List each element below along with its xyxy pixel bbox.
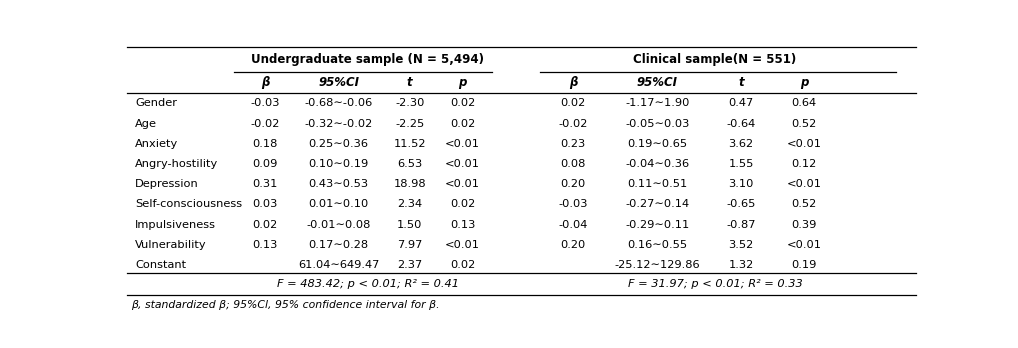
Text: Gender: Gender <box>135 98 177 108</box>
Text: <0.01: <0.01 <box>445 179 480 189</box>
Text: -1.17∼1.90: -1.17∼1.90 <box>625 98 689 108</box>
Text: 61.04∼649.47: 61.04∼649.47 <box>298 260 380 270</box>
Text: Depression: Depression <box>135 179 199 189</box>
Text: 0.52: 0.52 <box>792 119 816 128</box>
Text: 0.11∼0.51: 0.11∼0.51 <box>627 179 687 189</box>
Text: <0.01: <0.01 <box>445 240 480 250</box>
Text: 0.10∼0.19: 0.10∼0.19 <box>308 159 369 169</box>
Text: 0.43∼0.53: 0.43∼0.53 <box>308 179 369 189</box>
Text: -0.65: -0.65 <box>727 199 755 209</box>
Text: 0.18: 0.18 <box>252 139 278 149</box>
Text: Impulsiveness: Impulsiveness <box>135 220 216 230</box>
Text: -2.30: -2.30 <box>395 98 425 108</box>
Text: 95%CI: 95%CI <box>319 76 359 89</box>
Text: F = 483.42; p < 0.01; R² = 0.41: F = 483.42; p < 0.01; R² = 0.41 <box>277 279 459 289</box>
Text: 0.19: 0.19 <box>791 260 816 270</box>
Text: 0.02: 0.02 <box>450 260 475 270</box>
Text: 0.20: 0.20 <box>560 179 585 189</box>
Text: -0.27∼0.14: -0.27∼0.14 <box>625 199 689 209</box>
Text: p: p <box>800 76 808 89</box>
Text: 0.02: 0.02 <box>252 220 278 230</box>
Text: 3.10: 3.10 <box>728 179 753 189</box>
Text: Self-consciousness: Self-consciousness <box>135 199 242 209</box>
Text: -0.02: -0.02 <box>250 119 280 128</box>
Text: 0.09: 0.09 <box>252 159 278 169</box>
Text: -0.04∼0.36: -0.04∼0.36 <box>625 159 689 169</box>
Text: -0.64: -0.64 <box>727 119 755 128</box>
Text: 0.02: 0.02 <box>560 98 585 108</box>
Text: -0.01∼0.08: -0.01∼0.08 <box>306 220 371 230</box>
Text: -0.29∼0.11: -0.29∼0.11 <box>625 220 689 230</box>
Text: -0.32∼-0.02: -0.32∼-0.02 <box>304 119 373 128</box>
Text: 0.25∼0.36: 0.25∼0.36 <box>308 139 369 149</box>
Text: -0.02: -0.02 <box>558 119 587 128</box>
Text: 0.01∼0.10: 0.01∼0.10 <box>308 199 369 209</box>
Text: 95%CI: 95%CI <box>637 76 678 89</box>
Text: <0.01: <0.01 <box>787 179 822 189</box>
Text: 6.53: 6.53 <box>397 159 422 169</box>
Text: β: β <box>262 76 270 89</box>
Text: 1.50: 1.50 <box>397 220 422 230</box>
Text: 0.17∼0.28: 0.17∼0.28 <box>308 240 369 250</box>
Text: 0.47: 0.47 <box>729 98 753 108</box>
Text: <0.01: <0.01 <box>445 159 480 169</box>
Text: -0.05∼0.03: -0.05∼0.03 <box>625 119 689 128</box>
Text: -0.03: -0.03 <box>250 98 280 108</box>
Text: 2.37: 2.37 <box>397 260 422 270</box>
Text: 2.34: 2.34 <box>397 199 422 209</box>
Text: 1.32: 1.32 <box>729 260 753 270</box>
Text: 0.13: 0.13 <box>450 220 475 230</box>
Text: F = 31.97; p < 0.01; R² = 0.33: F = 31.97; p < 0.01; R² = 0.33 <box>628 279 802 289</box>
Text: 7.97: 7.97 <box>397 240 422 250</box>
Text: 1.55: 1.55 <box>728 159 753 169</box>
Text: 0.12: 0.12 <box>792 159 816 169</box>
Text: 0.02: 0.02 <box>450 119 475 128</box>
Text: Vulnerability: Vulnerability <box>135 240 207 250</box>
Text: 0.20: 0.20 <box>560 240 585 250</box>
Text: 0.16∼0.55: 0.16∼0.55 <box>627 240 687 250</box>
Text: Anxiety: Anxiety <box>135 139 178 149</box>
Text: β: β <box>569 76 577 89</box>
Text: 0.31: 0.31 <box>252 179 278 189</box>
Text: 11.52: 11.52 <box>393 139 426 149</box>
Text: 18.98: 18.98 <box>393 179 426 189</box>
Text: 3.62: 3.62 <box>729 139 753 149</box>
Text: -0.03: -0.03 <box>558 199 587 209</box>
Text: 0.64: 0.64 <box>792 98 816 108</box>
Text: Clinical sample(N = 551): Clinical sample(N = 551) <box>633 53 797 66</box>
Text: t: t <box>738 76 744 89</box>
Text: Undergraduate sample (N = 5,494): Undergraduate sample (N = 5,494) <box>251 53 485 66</box>
Text: <0.01: <0.01 <box>445 139 480 149</box>
Text: 0.52: 0.52 <box>792 199 816 209</box>
Text: 3.52: 3.52 <box>729 240 753 250</box>
Text: -2.25: -2.25 <box>395 119 425 128</box>
Text: 0.02: 0.02 <box>450 199 475 209</box>
Text: <0.01: <0.01 <box>787 240 822 250</box>
Text: 0.39: 0.39 <box>791 220 816 230</box>
Text: p: p <box>458 76 466 89</box>
Text: 0.13: 0.13 <box>252 240 278 250</box>
Text: 0.23: 0.23 <box>560 139 585 149</box>
Text: 0.02: 0.02 <box>450 98 475 108</box>
Text: <0.01: <0.01 <box>787 139 822 149</box>
Text: -25.12∼129.86: -25.12∼129.86 <box>615 260 700 270</box>
Text: β, standardized β; 95%Cl, 95% confidence interval for β.: β, standardized β; 95%Cl, 95% confidence… <box>131 300 440 310</box>
Text: t: t <box>407 76 412 89</box>
Text: Constant: Constant <box>135 260 186 270</box>
Text: 0.08: 0.08 <box>560 159 585 169</box>
Text: Angry-hostility: Angry-hostility <box>135 159 219 169</box>
Text: -0.87: -0.87 <box>726 220 755 230</box>
Text: 0.03: 0.03 <box>252 199 278 209</box>
Text: -0.68∼-0.06: -0.68∼-0.06 <box>304 98 373 108</box>
Text: 0.19∼0.65: 0.19∼0.65 <box>627 139 687 149</box>
Text: Age: Age <box>135 119 157 128</box>
Text: -0.04: -0.04 <box>558 220 587 230</box>
